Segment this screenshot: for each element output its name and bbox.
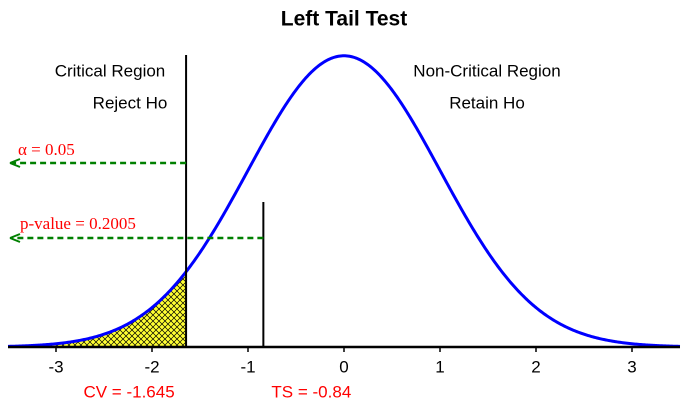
test-statistic-label: TS = -0.84 [271, 382, 351, 401]
region-label: Non-Critical Region [413, 61, 560, 80]
x-tick-label: -2 [144, 357, 159, 376]
rejection-area [8, 271, 187, 347]
x-tick-label: -1 [240, 357, 255, 376]
x-tick-label: -3 [48, 357, 63, 376]
alpha-label: α = 0.05 [18, 140, 75, 159]
arrow-head [9, 158, 21, 168]
region-label: Critical Region [55, 61, 166, 80]
x-tick-label: 1 [435, 357, 444, 376]
critical-value-label: CV = -1.645 [83, 382, 174, 401]
arrow-head [9, 233, 21, 243]
x-tick-label: 3 [627, 357, 636, 376]
chart-title: Left Tail Test [281, 8, 407, 31]
x-tick-label: 2 [531, 357, 540, 376]
region-label: Reject Ho [93, 93, 168, 112]
density-curve [7, 54, 681, 348]
x-tick-label: 0 [339, 357, 348, 376]
p-value-label: p-value = 0.2005 [20, 214, 136, 233]
region-label: Retain Ho [449, 93, 525, 112]
